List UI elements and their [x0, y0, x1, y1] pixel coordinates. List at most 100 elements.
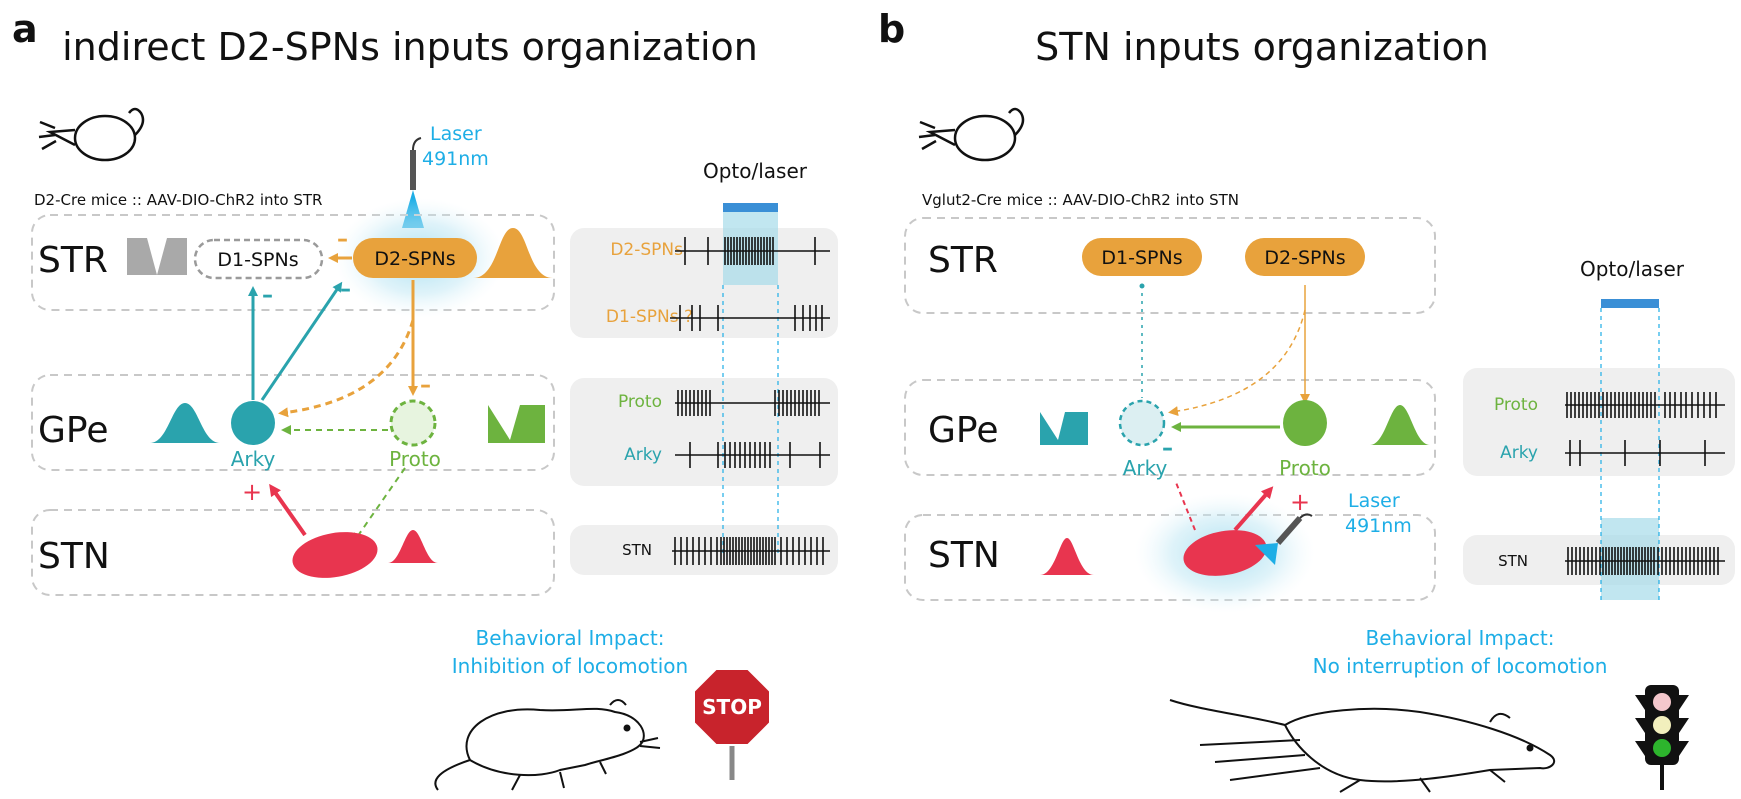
spike-train-arky-b: [1565, 440, 1725, 466]
region-box-str-b: [904, 217, 1436, 314]
spike-train-arky-a: [675, 442, 830, 468]
plus-stn-proto-b: +: [1290, 488, 1310, 516]
firing-shape-proto-b: [1370, 405, 1430, 445]
mice-caption-a: D2-Cre mice :: AAV-DIO-ChR2 into STR: [34, 191, 322, 209]
proto-node-b: [1283, 400, 1327, 446]
trace-label-b-2: STN: [1498, 552, 1528, 570]
firing-shape-arky-a: [150, 403, 220, 443]
mouse-head-icon-b: [918, 107, 1025, 162]
d1-spn-label-a: D1-SPNs: [217, 249, 298, 271]
mice-caption-b: Vglut2-Cre mice :: AAV-DIO-ChR2 into STN: [922, 191, 1239, 209]
opto-bar-b: [1601, 299, 1659, 308]
stn-node-a: [292, 532, 378, 578]
panel-a-label: a: [12, 7, 38, 51]
minus-arky-d2-a: –: [340, 277, 351, 302]
trace-panel-stn-a: [570, 525, 838, 575]
region-stn-a: STN: [38, 536, 110, 577]
panel-b-title: STN inputs organization: [1035, 25, 1489, 69]
firing-shape-d1-a: [127, 238, 187, 275]
spike-train-stn-a: [672, 537, 830, 565]
d2-spn-label-a: D2-SPNs: [374, 248, 455, 270]
trace-label-a-0: D2-SPNs: [610, 240, 683, 260]
stop-sign-icon: STOP: [693, 668, 771, 780]
trace-panel-stn-b: [1463, 535, 1735, 585]
behavior-b-1: Behavioral Impact:: [1366, 626, 1555, 650]
arrow-proto-to-stn-a: [352, 467, 406, 544]
behavior-a-1: Behavioral Impact:: [476, 626, 665, 650]
spike-train-proto-b: [1565, 392, 1725, 418]
minus-d2-proto-a: –: [420, 373, 431, 398]
firing-shape-proto-a: [488, 405, 545, 443]
panel-a: a indirect D2-SPNs inputs organization D…: [12, 7, 838, 791]
panel-b-label: b: [878, 7, 905, 51]
d2-spn-node-b: [1245, 238, 1365, 276]
arky-label-a: Arky: [231, 447, 276, 471]
firing-shape-arky-b: [1040, 412, 1088, 445]
trace-label-b-0: Proto: [1494, 395, 1538, 415]
d1-spn-node-b: [1082, 238, 1202, 276]
opto-window-a: [723, 207, 778, 285]
arrow-d2-to-arky-b: [1168, 309, 1306, 417]
firing-shape-stn-a: [388, 530, 438, 563]
region-str-b: STR: [928, 240, 998, 281]
trace-label-b-1: Arky: [1500, 443, 1538, 463]
opto-bar-a: [723, 203, 778, 212]
panel-a-title: indirect D2-SPNs inputs organization: [62, 25, 758, 69]
firing-shape-stn-b: [1040, 538, 1094, 575]
link-d1-dot-b: [1139, 283, 1145, 289]
arrow-d2-to-arky-a: [278, 319, 415, 418]
panel-b: b STN inputs organization Vglut2-Cre mic…: [878, 7, 1735, 793]
trace-label-a-4: STN: [622, 541, 652, 559]
trace-label-a-3: Arky: [624, 445, 662, 465]
spike-train-stn-b: [1565, 547, 1725, 575]
behavior-b-2: No interruption of locomotion: [1313, 654, 1608, 678]
mouse-standing-icon: [434, 699, 661, 791]
mouse-running-icon: [1169, 699, 1556, 793]
firing-shape-d2-a: [473, 228, 553, 278]
traffic-light-icon: [1635, 685, 1689, 790]
minus-d2-d1-a: –: [337, 227, 348, 252]
trace-label-a-1: D1-SPNs ?: [606, 307, 693, 327]
region-gpe-a: GPe: [38, 410, 108, 451]
spike-train-d1-a: [670, 305, 830, 331]
spike-train-d2-a: [675, 237, 830, 265]
proto-label-a: Proto: [389, 447, 441, 471]
arky-node-b: [1118, 399, 1166, 447]
region-str-a: STR: [38, 240, 108, 281]
trace-label-a-2: Proto: [618, 392, 662, 412]
arky-node-a: [231, 401, 275, 445]
opto-label-b: Opto/laser: [1580, 257, 1685, 281]
mouse-head-icon: [38, 107, 145, 162]
arky-label-b: Arky: [1123, 456, 1168, 480]
minus-proto-arky-b: –: [1162, 436, 1173, 461]
laser-label-b-2: 491nm: [1345, 515, 1412, 537]
arrow-stn-to-proto-b: [1233, 486, 1274, 532]
plus-stn-arky-a: +: [242, 478, 262, 506]
region-box-str-a: [31, 214, 555, 311]
opto-label-a: Opto/laser: [703, 159, 808, 183]
laser-label-a-2: 491nm: [422, 148, 489, 170]
region-box-stn-a: [31, 509, 555, 596]
region-stn-b: STN: [928, 535, 1000, 576]
region-gpe-b: GPe: [928, 410, 998, 451]
d1-spn-node-a: [193, 238, 324, 280]
proto-label-b: Proto: [1279, 456, 1331, 480]
laser-fiber-b: [1255, 513, 1313, 565]
d2-spn-node-a: [353, 238, 477, 278]
spike-train-proto-a: [675, 390, 830, 416]
stop-sign-label: STOP: [702, 695, 762, 719]
trace-panel-gpe-b: [1463, 368, 1735, 476]
d1-spn-label-b: D1-SPNs: [1101, 247, 1182, 269]
behavior-a-2: Inhibition of locomotion: [452, 654, 688, 678]
d2-spn-label-b: D2-SPNs: [1264, 247, 1345, 269]
stn-node-b: [1183, 530, 1267, 576]
laser-label-a-1: Laser: [430, 123, 482, 145]
minus-arky-d1-a: –: [262, 283, 273, 308]
laser-label-b-1: Laser: [1348, 490, 1400, 512]
arrow-arky-to-d2-a: [260, 281, 343, 401]
arrow-stn-to-arky-a: [269, 483, 307, 537]
question-mark-a: ?: [153, 243, 162, 262]
region-box-gpe-a: [31, 374, 555, 471]
region-box-gpe-b: [904, 379, 1436, 476]
